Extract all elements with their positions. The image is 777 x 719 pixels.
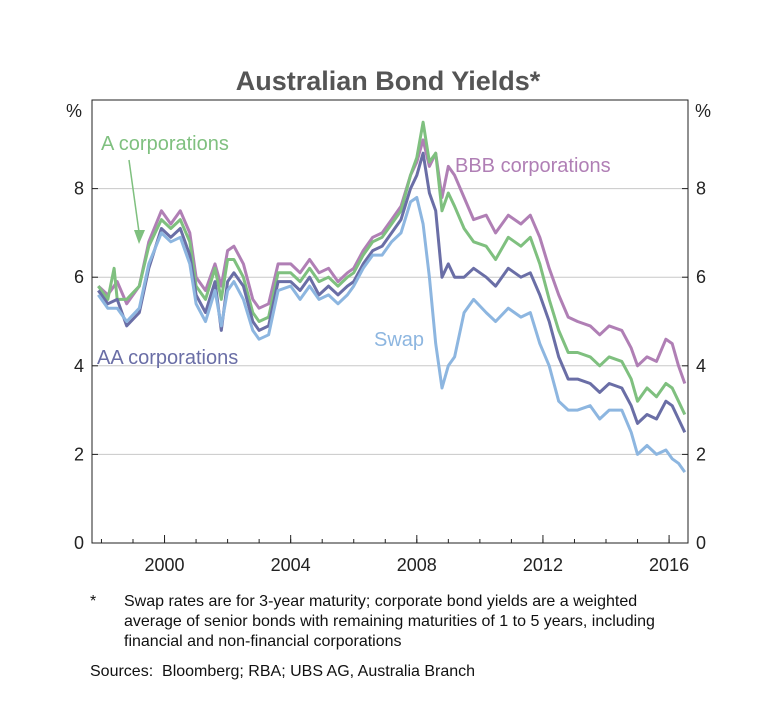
series-lines [97, 120, 687, 473]
series-labels: A corporations BBB corporations AA corpo… [97, 133, 611, 369]
label-a-corporations: A corporations [101, 133, 229, 155]
y-tick-label-right-0: 0 [696, 533, 706, 553]
label-swap: Swap [374, 329, 424, 351]
y-tick-label-left-1: 2 [74, 444, 84, 464]
chart-title: Australian Bond Yields* [236, 66, 541, 96]
series-line-bbb-corporations [97, 138, 687, 385]
label-arrow [128, 159, 140, 233]
right-unit-label: % [695, 101, 711, 121]
y-tick-label-left-2: 4 [74, 356, 84, 376]
footnote-text: Swap rates are for 3-year maturity; corp… [124, 593, 655, 650]
y-tick-label-left-3: 6 [74, 267, 84, 287]
y-tick-label-right-4: 8 [696, 179, 706, 199]
sources-note: Sources: Bloomberg; RBA; UBS AG, Austral… [90, 663, 476, 680]
y-tick-label-right-3: 6 [696, 267, 706, 287]
x-tick-label-2: 2008 [397, 555, 437, 575]
label-aa-corporations: AA corporations [97, 347, 238, 369]
x-tick-label-1: 2004 [271, 555, 311, 575]
x-tick-label-4: 2016 [649, 555, 689, 575]
series-line-aa-corporations [97, 151, 687, 433]
arrow-head [134, 230, 145, 244]
x-tick-label-3: 2012 [523, 555, 563, 575]
left-unit-label: % [66, 101, 82, 121]
series-line-swap [97, 196, 687, 473]
y-tick-label-right-2: 4 [696, 356, 706, 376]
y-tick-label-left-4: 8 [74, 179, 84, 199]
footnote-marker: * [90, 593, 97, 610]
x-tick-label-0: 2000 [145, 555, 185, 575]
y-tick-label-left-0: 0 [74, 533, 84, 553]
label-bbb-corporations: BBB corporations [455, 155, 611, 177]
y-tick-label-right-1: 2 [696, 444, 706, 464]
axes: 0 0 2 2 4 4 6 6 8 8 2000 2004 2008 2012 2016 [74, 179, 706, 575]
plot-area [91, 99, 689, 544]
